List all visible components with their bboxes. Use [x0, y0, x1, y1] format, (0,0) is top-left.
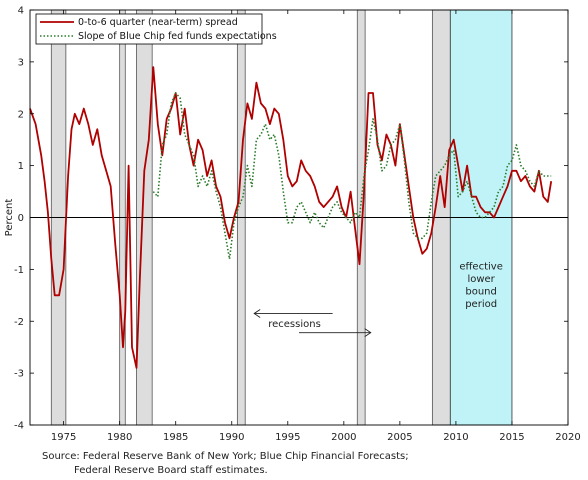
x-tick-label: 1995	[275, 432, 300, 443]
elb-label-line: bound	[465, 286, 497, 297]
y-tick-label: 1	[18, 161, 24, 172]
y-tick-label: -2	[14, 317, 24, 328]
x-tick-label: 1980	[107, 432, 132, 443]
legend-label-blue-chip-slope: Slope of Blue Chip fed funds expectation…	[78, 31, 277, 42]
x-tick-label: 2000	[331, 432, 356, 443]
y-tick-label: 0	[18, 213, 24, 224]
source-line-1: Source: Federal Reserve Bank of New York…	[42, 451, 409, 462]
legend-label-near-term-spread: 0-to-6 quarter (near-term) spread	[78, 17, 238, 28]
elb-annotation: effective lower bound period	[459, 261, 502, 310]
y-tick-label: 2	[18, 109, 24, 120]
x-tick-label: 1975	[51, 432, 76, 443]
x-tick-label: 2020	[555, 432, 580, 443]
y-axis-label: Percent	[4, 199, 15, 237]
series-line-blue-chip-slope	[152, 92, 552, 260]
recessions-label: recessions	[268, 319, 321, 330]
x-tick-label: 2010	[443, 432, 468, 443]
x-tick-label: 2015	[499, 432, 524, 443]
y-axis: -4 -3 -2 -1 0 1 2 3 4	[14, 6, 568, 432]
recessions-annotation: recessions	[253, 309, 372, 338]
elb-label-line: effective	[459, 261, 502, 272]
y-tick-label: -4	[14, 421, 24, 432]
x-tick-label: 1990	[219, 432, 244, 443]
series-group	[29, 66, 553, 369]
y-tick-label: -1	[14, 265, 24, 276]
source-line-2: Federal Reserve Board staff estimates.	[74, 465, 268, 476]
arrow-left-icon	[253, 309, 261, 318]
source-note: Source: Federal Reserve Bank of New York…	[42, 450, 409, 478]
arrow-right-icon	[364, 328, 372, 338]
y-tick-label: 4	[18, 6, 24, 17]
y-tick-label: 3	[18, 57, 24, 68]
elb-label-line: period	[465, 299, 497, 310]
series-line-near-term-spread	[29, 66, 553, 369]
elb-label-line: lower	[467, 274, 495, 285]
chart: 1975 1980 1985 1990 1995 2000 2005 2010 2015 2020…	[4, 6, 581, 444]
legend: 0-to-6 quarter (near-term) spread Slope …	[35, 13, 277, 45]
y-tick-label: -3	[14, 369, 24, 380]
x-tick-label: 1985	[163, 432, 188, 443]
x-tick-label: 2005	[387, 432, 412, 443]
legend-box	[35, 13, 263, 45]
x-axis: 1975 1980 1985 1990 1995 2000 2005 2010 2015 2020	[51, 10, 581, 443]
